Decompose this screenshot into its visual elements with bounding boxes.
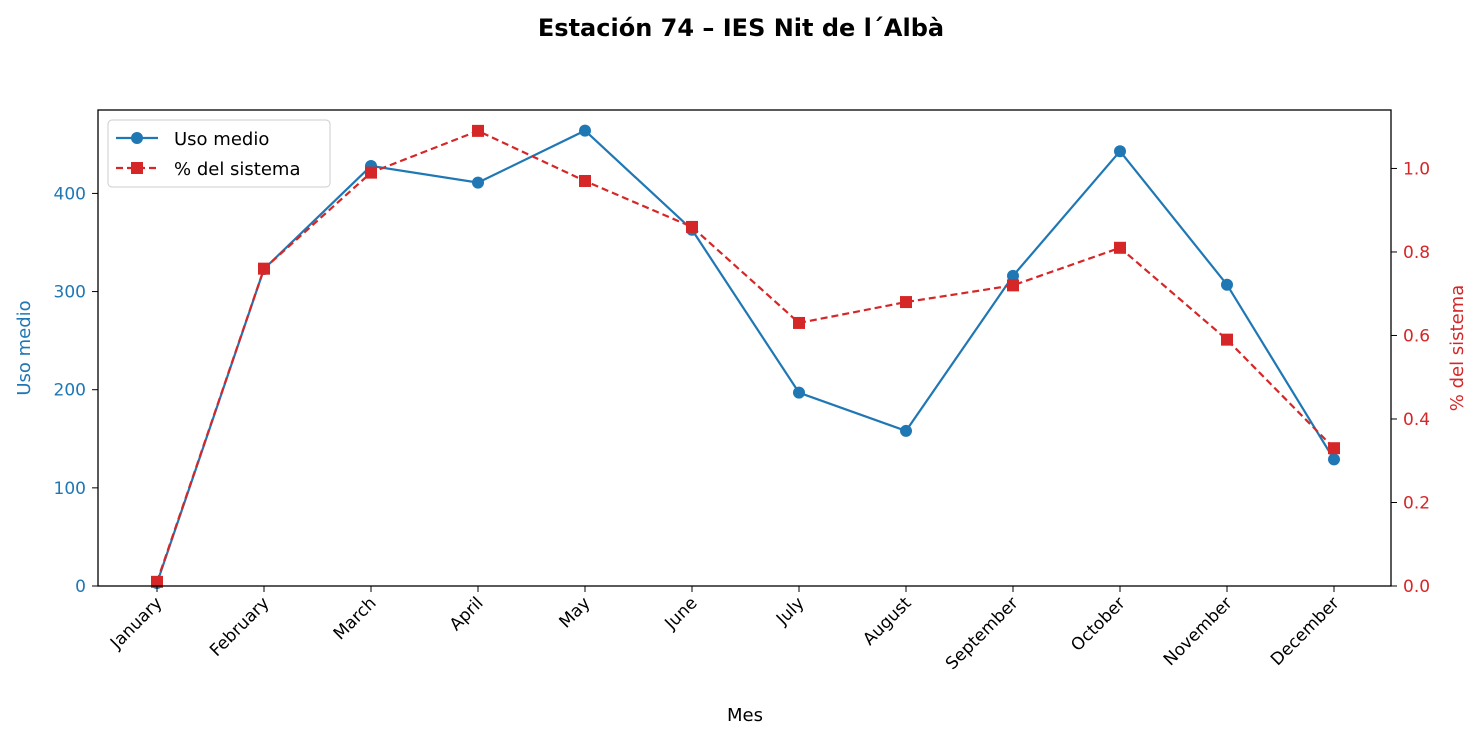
y-right-tick-label-3: 0.6 xyxy=(1403,326,1430,346)
data-point-0-3 xyxy=(472,176,484,189)
series-line-0 xyxy=(155,129,1335,584)
x-tick-label-0: January xyxy=(106,593,166,653)
x-tick-label-5: June xyxy=(661,593,702,634)
series-line-1 xyxy=(155,129,1335,583)
plot-area xyxy=(151,124,1340,590)
legend-label-porcentaje-sistema: % del sistema xyxy=(174,159,301,180)
x-tick-label-3: April xyxy=(446,593,488,635)
y-right-tick-label-5: 1.0 xyxy=(1403,159,1430,179)
legend: Uso medio % del sistema xyxy=(107,119,331,188)
data-point-1-3 xyxy=(472,124,484,137)
data-point-0-6 xyxy=(793,386,805,399)
x-tick-label-4: May xyxy=(556,593,595,632)
data-point-1-4 xyxy=(579,174,591,187)
x-tick-label-11: December xyxy=(1267,593,1343,669)
data-point-0-10 xyxy=(1221,278,1233,291)
data-point-1-0 xyxy=(151,575,163,588)
y-left-tick-label-3: 300 xyxy=(54,283,86,303)
y-left-tick-label-4: 400 xyxy=(54,184,86,204)
data-point-0-4 xyxy=(579,124,591,137)
legend-label-uso-medio: Uso medio xyxy=(174,129,269,150)
x-tick-label-8: September xyxy=(942,593,1023,674)
data-point-0-11 xyxy=(1328,453,1340,466)
x-tick-label-2: March xyxy=(330,593,381,644)
x-tick-label-1: February xyxy=(206,593,273,660)
data-point-0-8 xyxy=(1007,269,1019,282)
x-tick-label-7: August xyxy=(859,593,915,649)
data-point-1-8 xyxy=(1007,279,1019,292)
y-left-tick-label-2: 200 xyxy=(54,381,86,401)
data-point-0-9 xyxy=(1114,145,1126,158)
data-point-1-1 xyxy=(258,262,270,275)
data-point-1-2 xyxy=(365,166,377,179)
legend-box xyxy=(107,119,331,188)
data-point-1-11 xyxy=(1328,442,1340,455)
y-axis-left-label: Uso medio xyxy=(14,300,35,395)
y-left-tick-label-0: 0 xyxy=(75,577,86,597)
legend-entry-uso-medio: Uso medio xyxy=(116,129,269,150)
y-right-tick-label-4: 0.8 xyxy=(1403,243,1430,263)
x-tick-label-6: July xyxy=(772,593,808,629)
x-tick-label-9: October xyxy=(1067,593,1129,655)
data-point-1-9 xyxy=(1114,241,1126,254)
y-right-tick-label-2: 0.4 xyxy=(1403,410,1430,430)
x-tick-label-10: November xyxy=(1160,593,1237,670)
data-point-1-10 xyxy=(1221,333,1233,346)
axes: January February March April May June July Augu… xyxy=(54,109,1430,674)
legend-entry-porcentaje-sistema: % del sistema xyxy=(116,159,301,180)
y-right-tick-label-0: 0.0 xyxy=(1403,577,1430,597)
chart-title: Estación 74 – IES Nit de l´Albà xyxy=(538,14,944,42)
data-point-1-5 xyxy=(686,220,698,233)
plot-frame xyxy=(97,109,1392,587)
y-axis-right-label: % del sistema xyxy=(1447,285,1468,412)
y-right-tick-label-1: 0.2 xyxy=(1403,493,1430,513)
y-left-tick-label-1: 100 xyxy=(54,479,86,499)
data-point-1-6 xyxy=(793,316,805,329)
data-point-0-7 xyxy=(900,424,912,437)
data-point-1-7 xyxy=(900,296,912,309)
x-axis-label: Mes xyxy=(727,705,763,726)
